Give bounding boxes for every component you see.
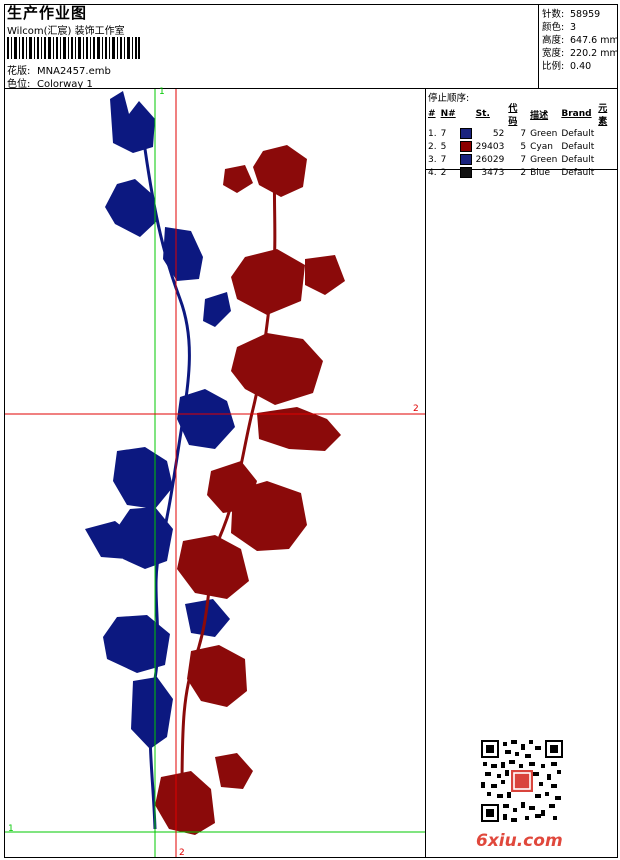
row-index: 1. bbox=[428, 128, 437, 139]
table-header-row: # N# St. 代码 描述 Brand 元素 bbox=[426, 101, 618, 127]
color-swatch-icon bbox=[459, 154, 472, 165]
thread-brand: Default bbox=[561, 154, 595, 165]
table-row: 2. 5 29403 5 Cyan Default bbox=[426, 140, 618, 153]
thread-brand: Default bbox=[561, 141, 595, 152]
studio-name: Wilcom(汇宸) 装饰工作室 bbox=[7, 26, 125, 37]
color-code: 7 bbox=[520, 154, 527, 165]
table-row: 1. 7 52 7 Green Default bbox=[426, 127, 618, 140]
green-guide-label-top: 1 bbox=[159, 87, 165, 97]
stat-width: 宽度: 220.2 mm bbox=[542, 48, 619, 59]
stat-scale: 比例: 0.40 bbox=[542, 61, 592, 72]
stitch-count: 52 bbox=[492, 128, 505, 139]
color-swatch-icon bbox=[459, 141, 472, 152]
color-description: Green bbox=[530, 128, 558, 139]
red-guide-label-bottom: 2 bbox=[179, 848, 185, 858]
color-description: Cyan bbox=[530, 141, 553, 152]
color-code: 2 bbox=[520, 167, 527, 178]
color-swatch bbox=[458, 140, 474, 153]
element-name bbox=[596, 153, 618, 166]
stop-sequence-table: # N# St. 代码 描述 Brand 元素 1. 7 52 7 Green Defau… bbox=[426, 101, 618, 179]
stitch-count: 26029 bbox=[475, 154, 505, 165]
red-vine-motif bbox=[155, 145, 345, 835]
color-swatch-icon bbox=[459, 167, 472, 178]
design-file-row: 花版: MNA2457.emb bbox=[7, 62, 111, 77]
col-header bbox=[458, 101, 474, 127]
color-swatch bbox=[458, 153, 474, 166]
needle-number: 7 bbox=[440, 154, 447, 165]
color-description: Green bbox=[530, 154, 558, 165]
embroidery-design bbox=[5, 89, 425, 857]
stop-sequence-title: 停止顺序: bbox=[428, 93, 470, 104]
color-description: Blue bbox=[530, 167, 550, 178]
color-code: 7 bbox=[520, 128, 527, 139]
col-header: 元素 bbox=[598, 104, 608, 127]
needle-number: 2 bbox=[440, 167, 447, 178]
table-row: 4. 2 3473 2 Blue Default bbox=[426, 166, 618, 179]
color-code: 5 bbox=[520, 141, 527, 152]
qr-code-icon bbox=[481, 740, 563, 822]
col-header: 代码 bbox=[508, 104, 518, 127]
design-canvas bbox=[4, 88, 426, 858]
stat-colors: 颜色: 3 bbox=[542, 22, 577, 33]
red-guide-label-right: 2 bbox=[413, 404, 419, 414]
thread-brand: Default bbox=[561, 167, 595, 178]
col-header: Brand bbox=[561, 109, 592, 119]
row-index: 2. bbox=[428, 141, 437, 152]
col-header: N# bbox=[440, 109, 456, 119]
col-header: 描述 bbox=[530, 110, 549, 121]
color-swatch-icon bbox=[459, 128, 472, 139]
element-name bbox=[596, 140, 618, 153]
watermark-text: 6xiu.com bbox=[476, 831, 563, 851]
table-row: 3. 7 26029 7 Green Default bbox=[426, 153, 618, 166]
stop-sequence-panel bbox=[425, 88, 618, 170]
col-header: St. bbox=[475, 109, 490, 119]
col-header: # bbox=[428, 109, 436, 119]
row-index: 4. bbox=[428, 167, 437, 178]
thread-brand: Default bbox=[561, 128, 595, 139]
colorway-label: 色位: bbox=[7, 79, 31, 90]
needle-number: 7 bbox=[440, 128, 447, 139]
page-title: 生产作业图 bbox=[7, 4, 88, 22]
design-file-label: 花版: bbox=[7, 66, 31, 77]
green-guide-label-left: 1 bbox=[8, 824, 14, 834]
barcode-icon bbox=[7, 37, 140, 59]
row-index: 3. bbox=[428, 154, 437, 165]
color-swatch bbox=[458, 127, 474, 140]
stitch-count: 3473 bbox=[481, 167, 505, 178]
element-name bbox=[596, 127, 618, 140]
colorway-row: 色位: Colorway 1 bbox=[7, 75, 93, 90]
stitch-count: 29403 bbox=[475, 141, 505, 152]
color-swatch bbox=[458, 166, 474, 179]
stat-stitches: 针数: 58959 bbox=[542, 9, 601, 20]
blue-vine-motif bbox=[85, 91, 235, 830]
design-file-value: MNA2457.emb bbox=[37, 66, 111, 77]
colorway-value: Colorway 1 bbox=[37, 79, 93, 90]
element-name bbox=[596, 166, 618, 179]
qr-center-logo-icon bbox=[511, 770, 533, 792]
needle-number: 5 bbox=[440, 141, 447, 152]
stat-height: 高度: 647.6 mm bbox=[542, 35, 619, 46]
